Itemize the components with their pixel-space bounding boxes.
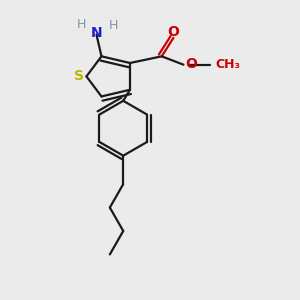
Text: H: H (77, 18, 86, 31)
Text: O: O (167, 25, 179, 39)
Text: O: O (185, 57, 197, 71)
Text: S: S (74, 69, 84, 83)
Text: CH₃: CH₃ (215, 58, 240, 71)
Text: N: N (91, 26, 102, 40)
Text: H: H (109, 19, 118, 32)
